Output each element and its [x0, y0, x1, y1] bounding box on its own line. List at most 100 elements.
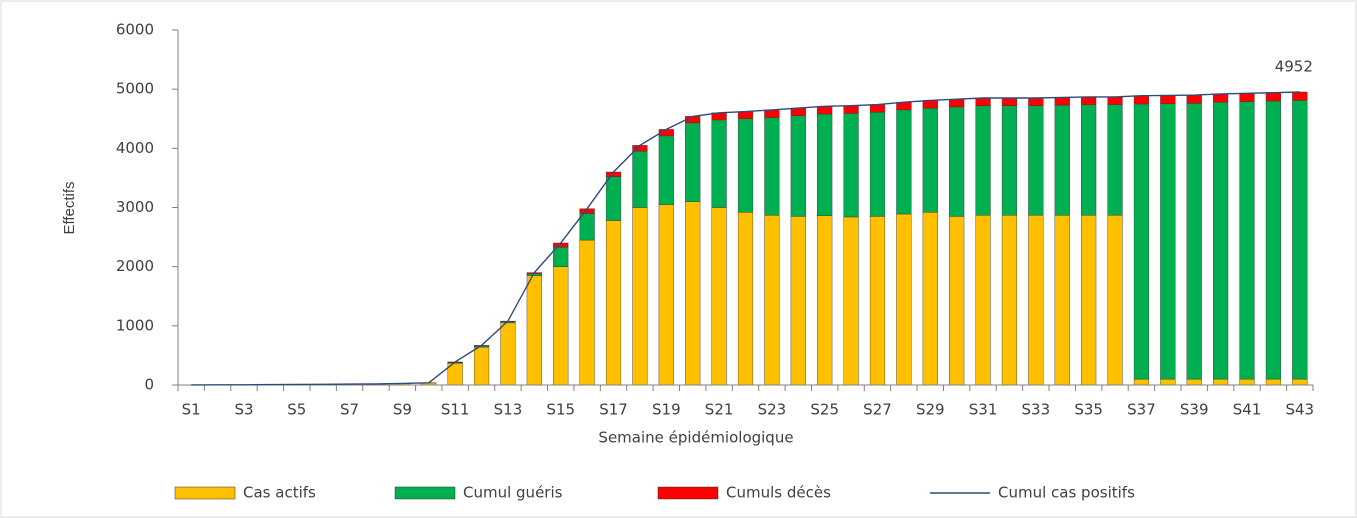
x-tick-label: S41: [1233, 401, 1262, 419]
bar-segment: [1001, 214, 1018, 386]
bar-segment: [1265, 378, 1281, 386]
bar-segment: [1133, 378, 1150, 386]
bar-segment: [658, 204, 674, 386]
bar-segment: [1213, 101, 1229, 380]
bar-segment: [1107, 96, 1123, 105]
bar-segment: [975, 214, 991, 386]
bar-segment: [975, 97, 991, 106]
x-tick-label: S23: [758, 401, 787, 419]
bar-segment: [817, 215, 833, 386]
x-tick-label: S37: [1127, 401, 1156, 419]
bar-segment: [1054, 97, 1070, 106]
x-tick-label: S31: [969, 401, 998, 419]
x-tick-label: S29: [916, 401, 945, 419]
bar-segment: [1133, 95, 1150, 105]
y-tick-label: 5000: [116, 80, 154, 98]
bar-segment: [1265, 100, 1281, 380]
bar-segment: [790, 216, 806, 386]
bar-segment: [975, 105, 991, 216]
bar-segment: [737, 212, 754, 386]
bar-segment: [1160, 103, 1176, 380]
x-tick-label: S1: [182, 401, 201, 419]
bar-segment: [632, 207, 648, 386]
bar-segment: [843, 105, 859, 114]
bar-segment: [579, 239, 595, 386]
legend-label: Cas actifs: [243, 484, 316, 502]
bar-segment: [1186, 378, 1202, 386]
bar-segment: [843, 113, 859, 218]
x-tick-label: S15: [546, 401, 575, 419]
bar-segment: [711, 207, 727, 386]
bar-segment: [896, 213, 912, 386]
bar-segment: [817, 113, 833, 216]
bar-segment: [1028, 214, 1044, 386]
x-tick-label: S9: [393, 401, 412, 419]
bar-segment: [1001, 105, 1018, 216]
bar-segment: [922, 212, 938, 386]
data-label: 4952: [1275, 58, 1313, 76]
x-tick-label: S17: [599, 401, 628, 419]
bar-segment: [1292, 378, 1308, 386]
bar-segment: [685, 122, 701, 202]
bar-segment: [605, 220, 622, 386]
legend-swatch: [394, 486, 456, 500]
bar-segment: [1292, 100, 1308, 380]
bar-segment: [658, 135, 674, 205]
bar-segment: [764, 214, 780, 386]
legend-label: Cumuls décès: [726, 484, 831, 502]
bar-segment: [737, 118, 754, 213]
line: [191, 91, 1300, 386]
bar-segment: [1186, 103, 1202, 380]
bar-segment: [922, 107, 938, 213]
bar-segment: [1265, 92, 1281, 102]
bar-segment: [1239, 378, 1255, 386]
bar-segment: [632, 151, 648, 208]
bar-segment: [1239, 93, 1255, 102]
bar-segment: [1107, 104, 1123, 216]
x-tick-label: S21: [705, 401, 734, 419]
x-tick-label: S13: [494, 401, 523, 419]
bar-segment: [526, 273, 542, 276]
bar-segment: [1028, 105, 1044, 216]
bar-segment: [896, 109, 912, 215]
bar-segment: [685, 201, 701, 386]
bar-segment: [869, 104, 886, 113]
x-tick-label: S35: [1074, 401, 1103, 419]
bar-segment: [764, 117, 780, 216]
x-tick-label: S19: [652, 401, 681, 419]
x-tick-label: S27: [863, 401, 892, 419]
bar-segment: [737, 111, 754, 119]
legend-swatch: [657, 486, 719, 500]
x-tick-label: S11: [441, 401, 470, 419]
bar-segment: [579, 213, 595, 241]
bar-segment: [500, 322, 516, 386]
bar-segment: [1133, 103, 1150, 380]
legend-label: Cumul guéris: [463, 484, 563, 502]
legend-label: Cumul cas positifs: [998, 484, 1135, 502]
bar-segment: [790, 107, 806, 116]
bar-segment: [1160, 95, 1176, 104]
bar-segment: [843, 216, 859, 386]
x-tick-label: S33: [1022, 401, 1051, 419]
bar-segment: [1081, 104, 1097, 216]
bar-segment: [1054, 104, 1070, 216]
bar-segment: [949, 216, 965, 386]
bar-segment: [1213, 378, 1229, 386]
bar-segment: [473, 346, 490, 386]
bar-segment: [1292, 91, 1308, 101]
bar-segment: [711, 119, 727, 208]
bar-segment: [1001, 97, 1018, 106]
x-tick-label: S39: [1180, 401, 1209, 419]
bar-segment: [1081, 214, 1097, 386]
bar-segment: [1160, 378, 1176, 386]
y-tick-label: 3000: [116, 198, 154, 216]
bar-segment: [949, 106, 965, 217]
x-tick-label: S7: [340, 401, 359, 419]
y-tick-label: 1000: [116, 316, 154, 334]
x-axis-label: Semaine épidémiologique: [598, 429, 793, 447]
y-tick-label: 0: [144, 376, 154, 394]
bar-segment: [1186, 94, 1202, 104]
bar-segment: [1239, 101, 1255, 380]
